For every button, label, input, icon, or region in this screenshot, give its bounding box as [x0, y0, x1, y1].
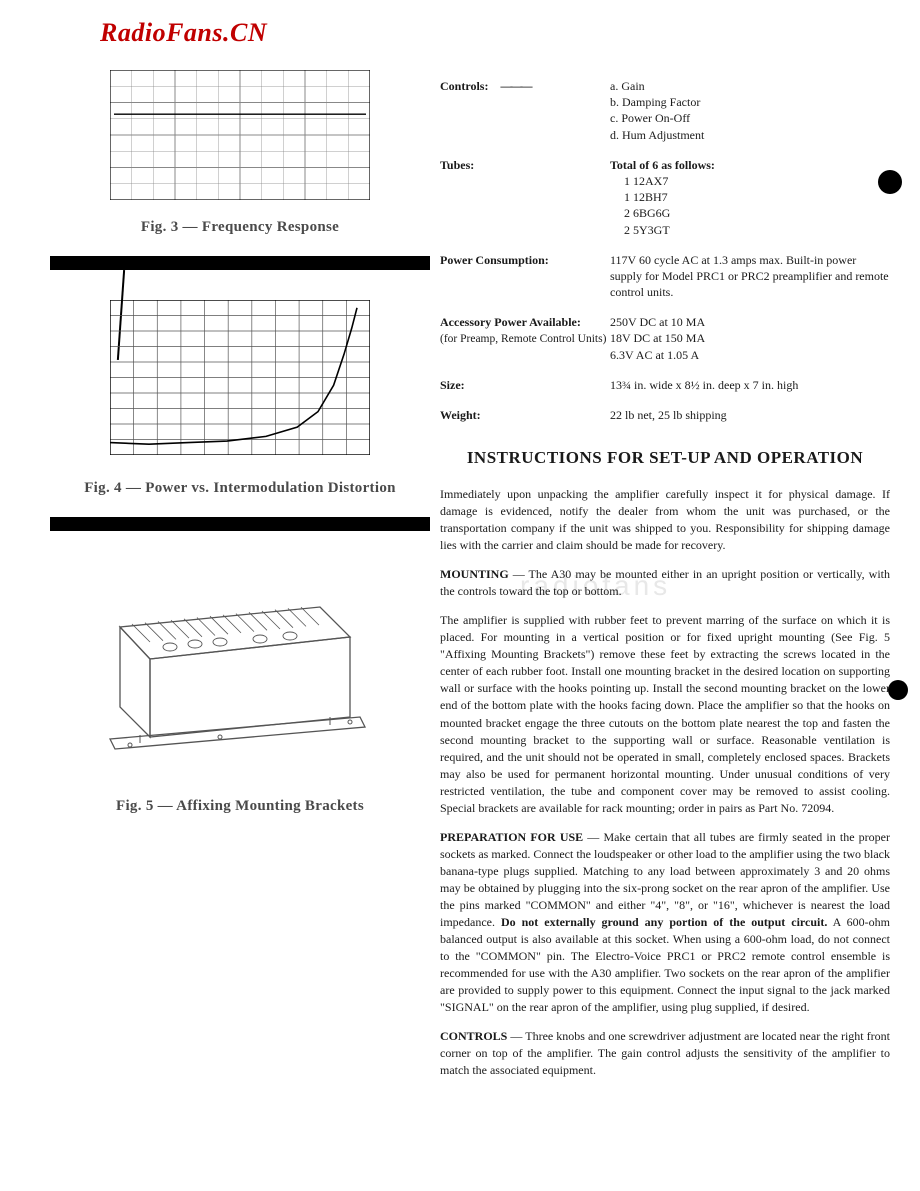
fig4-caption: Fig. 4 — Power vs. Intermodulation Disto…	[60, 480, 420, 497]
spec-size: Size: 13¾ in. wide x 8½ in. deep x 7 in.…	[440, 377, 890, 393]
para-mounting-2: The amplifier is supplied with rubber fe…	[440, 612, 890, 816]
page: RadioFans.CN radiofans Fig. 3 — Frequenc…	[0, 0, 920, 1191]
spec-power-consumption: Power Consumption: 117V 60 cycle AC at 1…	[440, 252, 890, 301]
right-column: Controls: ——— a. Gain b. Damping Factor …	[440, 78, 890, 1091]
spec-controls: Controls: ——— a. Gain b. Damping Factor …	[440, 78, 890, 143]
fig5-svg	[60, 567, 380, 767]
fig3-svg	[110, 70, 370, 200]
list-item: a. Gain	[610, 78, 890, 94]
divider-bar	[50, 517, 430, 531]
list-item: b. Damping Factor	[610, 94, 890, 110]
fig5-caption: Fig. 5 — Affixing Mounting Brackets	[60, 798, 420, 815]
para-body: A 600-ohm balanced output is also availa…	[440, 915, 890, 1014]
para-lead: CONTROLS	[440, 1029, 507, 1043]
fig4-svg	[110, 300, 370, 455]
fig3-chart	[60, 70, 420, 205]
list-item: c. Power On-Off	[610, 110, 890, 126]
para-preparation: PREPARATION FOR USE — Make certain that …	[440, 829, 890, 1016]
watermark-text: RadioFans.CN	[100, 18, 267, 48]
para-lead: PREPARATION FOR USE	[440, 830, 583, 844]
para-controls: CONTROLS — Three knobs and one screwdriv…	[440, 1028, 890, 1079]
fig4-chart	[60, 300, 420, 460]
spec-value: Total of 6 as follows: 1 12AX7 1 12BH7 2…	[610, 157, 890, 238]
list-item: 6.3V AC at 1.05 A	[610, 347, 890, 363]
list-item: 250V DC at 10 MA	[610, 314, 890, 330]
punch-hole-icon	[888, 680, 908, 700]
spec-label: Power Consumption:	[440, 252, 610, 301]
divider-bar	[50, 256, 430, 270]
tubes-total: Total of 6 as follows:	[610, 157, 890, 173]
fig4-grid	[110, 300, 420, 460]
label-text: Accessory Power Available:	[440, 315, 581, 329]
list-item: 2 5Y3GT	[610, 222, 890, 238]
spec-label: Size:	[440, 377, 610, 393]
spec-label: Tubes:	[440, 157, 610, 238]
spec-weight: Weight: 22 lb net, 25 lb shipping	[440, 407, 890, 423]
label-text: Controls:	[440, 79, 488, 93]
spec-value: 250V DC at 10 MA 18V DC at 150 MA 6.3V A…	[610, 314, 890, 363]
spec-label: Accessory Power Available: (for Preamp, …	[440, 314, 610, 363]
list-item: d. Hum Adjustment	[610, 127, 890, 143]
fig3-grid	[110, 70, 420, 205]
fig5-diagram	[60, 567, 420, 772]
section-heading: INSTRUCTIONS FOR SET-UP AND OPERATION	[440, 447, 890, 470]
spec-value: 13¾ in. wide x 8½ in. deep x 7 in. high	[610, 377, 890, 393]
left-column: Fig. 3 — Frequency Response Fig. 4 — Pow…	[60, 70, 420, 815]
para-body: — Three knobs and one screwdriver adjust…	[440, 1029, 890, 1077]
spec-value: a. Gain b. Damping Factor c. Power On-Of…	[610, 78, 890, 143]
fig3-caption: Fig. 3 — Frequency Response	[60, 219, 420, 236]
spec-value: 117V 60 cycle AC at 1.3 amps max. Built-…	[610, 252, 890, 301]
spec-accessory-power: Accessory Power Available: (for Preamp, …	[440, 314, 890, 363]
para-intro: Immediately upon unpacking the amplifier…	[440, 486, 890, 554]
list-item: 1 12BH7	[610, 189, 890, 205]
para-mounting-1: MOUNTING — The A30 may be mounted either…	[440, 566, 890, 600]
spec-tubes: Tubes: Total of 6 as follows: 1 12AX7 1 …	[440, 157, 890, 238]
list-item: 2 6BG6G	[610, 205, 890, 221]
list-item: 1 12AX7	[610, 173, 890, 189]
spec-label: Weight:	[440, 407, 610, 423]
list-item: 18V DC at 150 MA	[610, 330, 890, 346]
spec-value: 22 lb net, 25 lb shipping	[610, 407, 890, 423]
spec-label: Controls: ———	[440, 78, 610, 143]
para-bold-inline: Do not externally ground any portion of …	[501, 915, 827, 929]
sublabel-text: (for Preamp, Remote Control Units)	[440, 333, 606, 345]
para-lead: MOUNTING	[440, 567, 509, 581]
